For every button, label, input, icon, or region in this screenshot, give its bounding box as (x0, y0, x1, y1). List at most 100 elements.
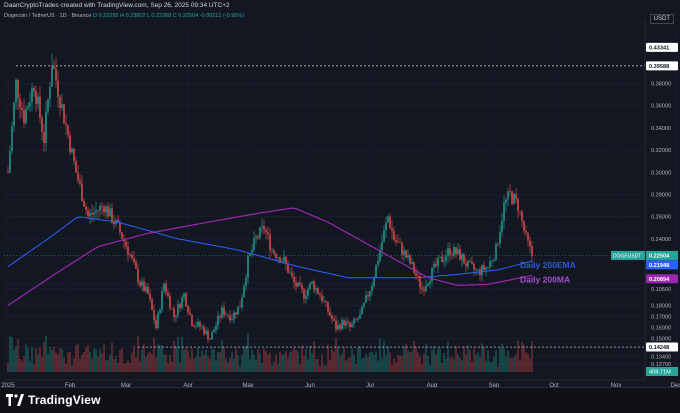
candle-body (187, 306, 189, 313)
candle-body (97, 210, 99, 212)
candle-body (423, 289, 425, 291)
candle-body (347, 321, 349, 323)
candle-body (95, 210, 97, 213)
candle-body (73, 148, 75, 161)
candle-body (355, 319, 357, 320)
candle-body (135, 261, 137, 269)
candle-body (147, 286, 149, 294)
candle-body (149, 293, 151, 300)
candle-body (189, 312, 191, 315)
horizontal-levels (4, 65, 645, 348)
candle-body (35, 91, 37, 104)
candle-body (277, 257, 279, 259)
volume-bar (117, 362, 119, 372)
volume-bar (15, 345, 17, 372)
candle-body (361, 306, 363, 315)
volume-bar (309, 345, 311, 372)
price-tick-label: 0.19500 (651, 287, 671, 293)
volume-bar (39, 347, 41, 372)
volume-bar (155, 357, 157, 372)
candle-body (463, 254, 465, 264)
volume-bar (313, 341, 315, 372)
resistance-tag-bg (646, 61, 678, 71)
candle-body (195, 325, 197, 327)
candle-body (313, 281, 315, 291)
candle-body (269, 234, 271, 251)
candle-body (399, 242, 401, 244)
volume-bar (217, 351, 219, 372)
volume-bar (153, 337, 155, 372)
candle-body (209, 339, 211, 340)
candle-body (201, 326, 203, 328)
currency-badge[interactable]: USDT (649, 14, 674, 24)
candle-body (341, 320, 343, 330)
candle-body (297, 282, 299, 287)
candle-body (391, 227, 393, 232)
candle-body (249, 252, 251, 256)
footer-bar: TradingView (0, 387, 680, 413)
volume-bar (165, 354, 167, 372)
volume-bar (349, 356, 351, 372)
volume-bar (369, 352, 371, 372)
volume-bar (19, 359, 21, 372)
candle-body (503, 202, 505, 221)
candle-body (215, 325, 217, 330)
candle-body (119, 222, 121, 233)
volume-bar (323, 364, 325, 372)
volume-bar (403, 346, 405, 372)
volume-bar (137, 336, 139, 372)
price-tick-label: 0.38000 (651, 81, 671, 87)
volume-bar (183, 349, 185, 372)
volume-bar (139, 361, 141, 372)
candle-body (107, 206, 109, 217)
volume-bar (423, 353, 425, 372)
chart-grid (4, 28, 677, 372)
candle-body (337, 324, 339, 330)
time-axis[interactable]: 2025 Feb Mar Apr May Jun Jul Aug Sep Oct Nov Dec (1, 379, 680, 389)
volume-bar (477, 352, 479, 372)
candle-body (259, 227, 261, 238)
volume-bar (69, 351, 71, 372)
candle-body (413, 262, 415, 273)
volume-bar (307, 359, 309, 372)
volume-bar (343, 347, 345, 372)
candle-body (425, 285, 427, 291)
candle-body (445, 256, 447, 261)
candle-body (525, 230, 527, 233)
candle-body (105, 206, 107, 213)
candle-body (489, 261, 491, 267)
candle-body (171, 308, 173, 309)
candle-body (507, 191, 509, 200)
volume-bar (65, 363, 67, 372)
volume-bar (425, 344, 427, 372)
volume-bar (197, 348, 199, 372)
candle-body (159, 309, 161, 313)
volume-bar (157, 344, 159, 372)
candle-body (33, 88, 35, 92)
candle-body (205, 330, 207, 334)
candle-body (521, 211, 523, 222)
symbol-legend[interactable]: Dogecoin / TetherUS · 1D · Binance O 0.2… (4, 13, 244, 19)
candle-body (247, 255, 249, 278)
time-tick-label: Feb (65, 383, 76, 389)
candle-body (443, 260, 445, 262)
tradingview-logo[interactable]: TradingView (6, 393, 101, 407)
volume-bar (177, 336, 179, 372)
volume-bar (517, 340, 519, 372)
volume-bar (239, 366, 241, 372)
candle-body (245, 277, 247, 286)
volume-bar (95, 349, 97, 372)
price-tick-label: 0.12700 (651, 362, 671, 368)
volume-bar (481, 343, 483, 372)
volume-bar (45, 335, 47, 372)
volume-bar (291, 351, 293, 372)
price-axis[interactable]: 0.12700 0.13400 0.15000 0.16000 0.17000 0.180… (644, 20, 671, 380)
candle-body (331, 315, 333, 320)
candle-body (165, 283, 167, 293)
candle-body (365, 295, 367, 303)
candle-body (79, 180, 81, 184)
candle-body (523, 221, 525, 231)
candle-body (505, 199, 507, 203)
volume-bar (527, 353, 529, 372)
